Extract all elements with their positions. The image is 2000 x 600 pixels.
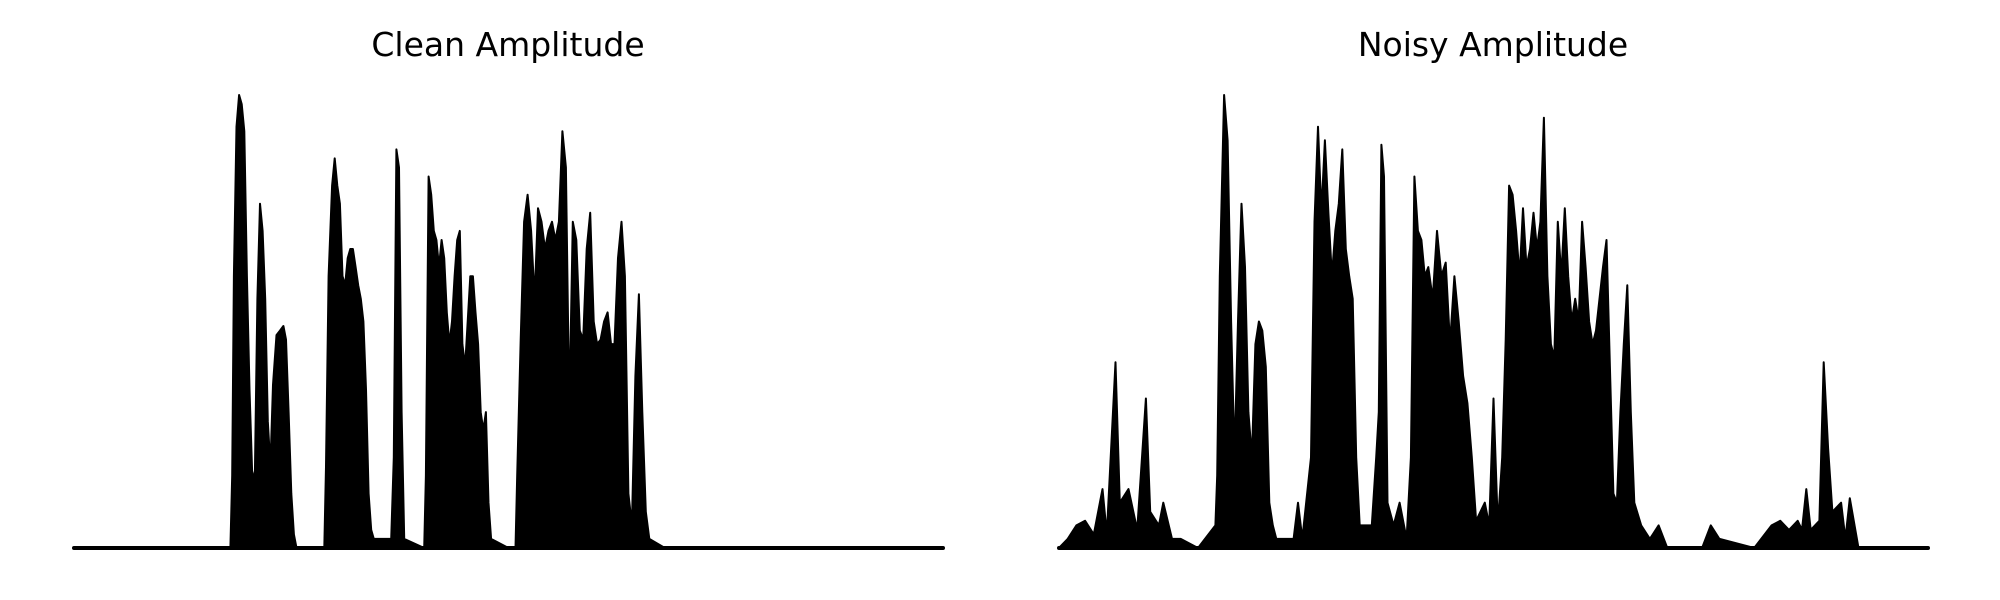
noisy-amplitude-title: Noisy Amplitude <box>1358 25 1628 64</box>
clean-amplitude-title: Clean Amplitude <box>371 25 644 64</box>
noisy-amplitude-panel: Noisy Amplitude <box>1057 25 1930 550</box>
noisy-amplitude-plot <box>1057 94 1930 550</box>
clean-amplitude-plot <box>72 94 945 550</box>
clean-amplitude-waveform <box>73 94 944 549</box>
clean-amplitude-panel: Clean Amplitude <box>72 25 945 550</box>
noisy-amplitude-waveform <box>1058 94 1929 549</box>
